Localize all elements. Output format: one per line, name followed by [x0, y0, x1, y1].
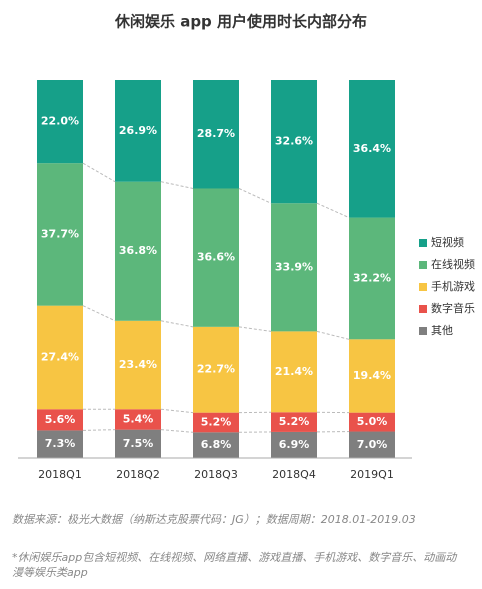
bar-segment [349, 431, 395, 458]
connector [160, 408, 194, 414]
connector [316, 330, 350, 340]
bar-segment [271, 203, 317, 332]
value-label: 36.4% [353, 142, 391, 155]
bar-segment [193, 412, 239, 433]
x-tick-label: 2018Q4 [272, 468, 316, 481]
x-tick-label: 2018Q2 [116, 468, 160, 481]
bar-segment [115, 80, 161, 182]
value-label: 32.2% [353, 271, 391, 284]
x-tick-label: 2018Q3 [194, 468, 238, 481]
connector [82, 162, 116, 183]
value-label: 7.3% [45, 437, 76, 450]
legend-label: 短视频 [431, 235, 464, 249]
value-label: 6.8% [201, 438, 232, 451]
connector [82, 429, 116, 431]
bar-segment [115, 409, 161, 430]
bar-segment [349, 80, 395, 218]
value-label: 19.4% [353, 369, 391, 382]
legend-label: 手机游戏 [431, 279, 475, 293]
value-label: 22.0% [41, 115, 79, 128]
value-label: 23.4% [119, 358, 157, 371]
bar-segment [349, 412, 395, 432]
value-label: 5.0% [357, 415, 388, 428]
source: 数据来源：极光大数据（纳斯达克股票代码：JG）；数据周期：2018.01-201… [12, 513, 416, 526]
value-label: 32.6% [275, 135, 313, 148]
bar-segment [271, 431, 317, 458]
connector [160, 320, 194, 328]
legend-swatch [419, 239, 427, 247]
value-label: 36.6% [197, 251, 235, 264]
bar-segment [271, 80, 317, 204]
bar-segment [349, 339, 395, 413]
bar-segment [115, 320, 161, 410]
connector [316, 202, 350, 219]
connector [160, 429, 194, 433]
connector [82, 305, 116, 322]
bar-segment [37, 430, 83, 458]
chart: 休闲娱乐 app 用户使用时长内部分布 7.3% 5.6% 27.4% 37.7% 22… [18, 13, 475, 481]
connector [238, 326, 272, 332]
value-label: 5.2% [279, 415, 310, 428]
bar-segment [37, 80, 83, 164]
chart-title: 休闲娱乐 app 用户使用时长内部分布 [114, 13, 367, 31]
bar-segment [271, 331, 317, 413]
value-label: 33.9% [275, 260, 313, 273]
bar-segment [193, 326, 239, 413]
note: *休闲娱乐app包含短视频、在线视频、网络直播、游戏直播、手机游戏、数字音乐、动… [12, 551, 457, 579]
legend-swatch [419, 283, 427, 291]
value-label: 5.2% [201, 415, 232, 428]
value-label: 26.9% [119, 124, 157, 137]
value-label: 7.0% [357, 438, 388, 451]
bar-segment [115, 429, 161, 458]
value-label: 5.4% [123, 412, 154, 425]
bar-segment [115, 181, 161, 321]
value-label: 5.6% [45, 413, 76, 426]
value-label: 28.7% [197, 127, 235, 140]
x-tick-label: 2019Q1 [350, 468, 394, 481]
value-label: 21.4% [275, 365, 313, 378]
value-label: 37.7% [41, 227, 79, 240]
connector [238, 188, 272, 204]
connector [160, 181, 194, 189]
legend-swatch [419, 327, 427, 335]
legend-swatch [419, 305, 427, 313]
bar-segment [37, 305, 83, 410]
value-label: 22.7% [197, 363, 235, 376]
bar-segment [193, 80, 239, 189]
x-tick-label: 2018Q1 [38, 468, 82, 481]
bar-segment [37, 409, 83, 431]
value-label: 6.9% [279, 438, 310, 451]
legend-swatch [419, 261, 427, 269]
value-label: 36.8% [119, 244, 157, 257]
legend-label: 在线视频 [431, 257, 475, 271]
bar-segment [193, 188, 239, 327]
legend-label: 其他 [431, 324, 453, 337]
bar-segment [271, 412, 317, 432]
bar-segment [193, 432, 239, 458]
value-label: 7.5% [123, 437, 154, 450]
value-label: 27.4% [41, 350, 79, 363]
bar-segment [37, 163, 83, 306]
bar-segment [349, 217, 395, 340]
legend-label: 数字音乐 [431, 301, 475, 315]
